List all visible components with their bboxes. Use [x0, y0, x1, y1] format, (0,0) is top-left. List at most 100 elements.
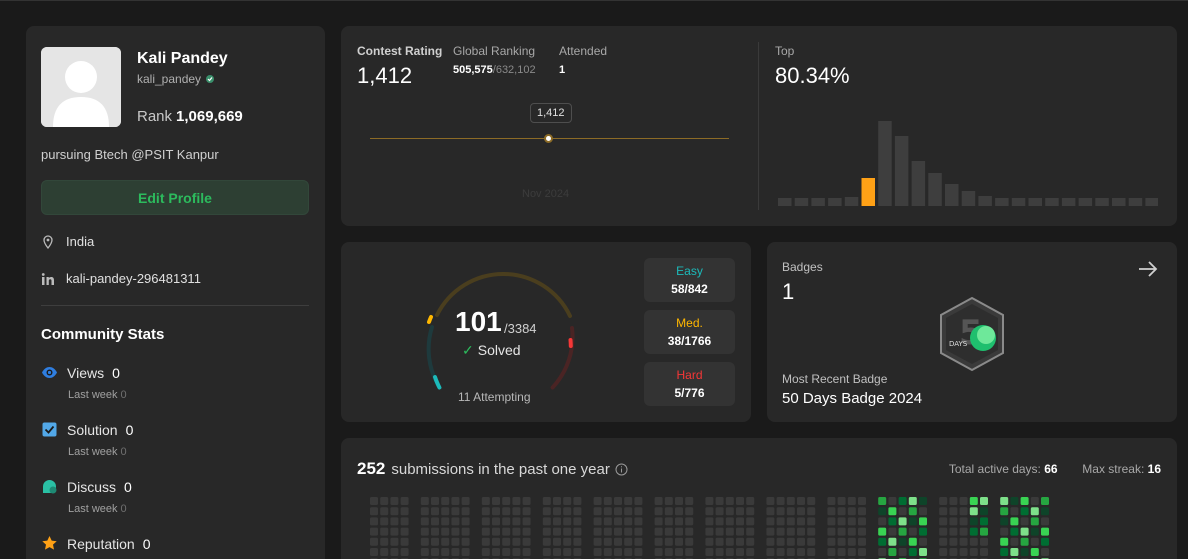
heatmap-cell[interactable] — [837, 497, 846, 505]
heatmap-cell[interactable] — [522, 537, 531, 546]
heatmap-cell[interactable] — [949, 517, 958, 526]
heatmap-cell[interactable] — [603, 527, 612, 536]
heatmap-cell[interactable] — [563, 527, 572, 536]
heatmap-cell[interactable] — [919, 537, 927, 546]
heatmap-cell[interactable] — [431, 537, 439, 546]
heatmap-cell[interactable] — [380, 537, 389, 546]
heatmap-cell[interactable] — [441, 507, 450, 516]
heatmap-cell[interactable] — [888, 537, 897, 546]
heatmap-cell[interactable] — [908, 548, 917, 556]
histogram-bar[interactable] — [861, 178, 876, 206]
heatmap-cell[interactable] — [624, 537, 633, 546]
heatmap-cell[interactable] — [593, 507, 602, 516]
heatmap-cell[interactable] — [959, 507, 968, 516]
heatmap-cell[interactable] — [502, 507, 511, 516]
heatmap-cell[interactable] — [563, 497, 572, 505]
heatmap-cell[interactable] — [969, 537, 978, 546]
heatmap-cell[interactable] — [461, 548, 470, 556]
heatmap-cell[interactable] — [634, 537, 643, 546]
heatmap-cell[interactable] — [481, 548, 490, 556]
heatmap-cell[interactable] — [492, 497, 500, 505]
heatmap-cell[interactable] — [949, 497, 958, 505]
heatmap-cell[interactable] — [441, 497, 450, 505]
heatmap-cell[interactable] — [898, 527, 907, 536]
heatmap-cell[interactable] — [441, 527, 450, 536]
heatmap-cell[interactable] — [847, 527, 856, 536]
heatmap-cell[interactable] — [614, 497, 622, 505]
heatmap-cell[interactable] — [390, 527, 399, 536]
histogram-bar[interactable] — [1112, 198, 1126, 206]
heatmap-cell[interactable] — [888, 517, 897, 526]
heatmap-cell[interactable] — [715, 497, 724, 505]
heatmap-cell[interactable] — [451, 537, 460, 546]
heatmap-cell[interactable] — [461, 527, 470, 536]
histogram-bar[interactable] — [1095, 198, 1109, 206]
heatmap-cell[interactable] — [878, 548, 887, 556]
heatmap-cell[interactable] — [807, 527, 816, 536]
heatmap-cell[interactable] — [481, 527, 490, 536]
heatmap-cell[interactable] — [807, 497, 816, 505]
heatmap-cell[interactable] — [1030, 537, 1039, 546]
heatmap-cell[interactable] — [1000, 497, 1009, 505]
heatmap-cell[interactable] — [685, 537, 694, 546]
linkedin-text[interactable]: kali-pandey-296481311 — [66, 271, 201, 286]
heatmap-cell[interactable] — [573, 517, 582, 526]
heatmap-cell[interactable] — [1020, 537, 1029, 546]
heatmap-cell[interactable] — [949, 527, 958, 536]
heatmap-cell[interactable] — [542, 527, 551, 536]
heatmap-cell[interactable] — [898, 537, 907, 546]
heatmap-cell[interactable] — [380, 497, 389, 505]
heatmap-cell[interactable] — [949, 507, 958, 516]
heatmap-cell[interactable] — [888, 527, 897, 536]
heatmap-cell[interactable] — [878, 527, 887, 536]
heatmap-cell[interactable] — [675, 527, 683, 536]
heatmap-cell[interactable] — [939, 537, 948, 546]
heatmap-cell[interactable] — [847, 537, 856, 546]
histogram-bar[interactable] — [1011, 198, 1026, 206]
heatmap-cell[interactable] — [959, 537, 968, 546]
heatmap-cell[interactable] — [1041, 507, 1049, 516]
heatmap-cell[interactable] — [451, 507, 460, 516]
heatmap-cell[interactable] — [878, 507, 887, 516]
heatmap-cell[interactable] — [776, 517, 785, 526]
heatmap-cell[interactable] — [969, 517, 978, 526]
heatmap-cell[interactable] — [705, 537, 714, 546]
heatmap-cell[interactable] — [634, 497, 643, 505]
histogram-bar[interactable] — [928, 173, 942, 206]
heatmap-cell[interactable] — [370, 537, 378, 546]
heatmap-cell[interactable] — [614, 548, 622, 556]
heatmap-cell[interactable] — [827, 507, 836, 516]
heatmap-cell[interactable] — [1041, 497, 1049, 505]
heatmap-cell[interactable] — [664, 537, 673, 546]
heatmap-cell[interactable] — [431, 548, 439, 556]
heatmap-cell[interactable] — [553, 548, 561, 556]
heatmap-cell[interactable] — [786, 537, 795, 546]
heatmap-cell[interactable] — [400, 497, 409, 505]
heatmap-cell[interactable] — [1041, 517, 1049, 526]
heatmap-cell[interactable] — [725, 537, 734, 546]
heatmap-cell[interactable] — [603, 537, 612, 546]
heatmap-cell[interactable] — [807, 517, 816, 526]
heatmap-cell[interactable] — [959, 497, 968, 505]
heatmap-cell[interactable] — [553, 517, 561, 526]
heatmap-cell[interactable] — [1020, 527, 1029, 536]
heatmap-cell[interactable] — [807, 507, 816, 516]
difficulty-hard[interactable]: Hard 5/776 — [644, 362, 735, 406]
heatmap-cell[interactable] — [837, 537, 846, 546]
histogram-bar[interactable] — [844, 197, 859, 206]
heatmap-cell[interactable] — [522, 527, 531, 536]
heatmap-cell[interactable] — [390, 507, 399, 516]
heatmap-cell[interactable] — [553, 537, 561, 546]
heatmap-cell[interactable] — [675, 548, 683, 556]
heatmap-cell[interactable] — [370, 527, 378, 536]
heatmap-cell[interactable] — [654, 527, 663, 536]
heatmap-cell[interactable] — [888, 548, 897, 556]
heatmap-cell[interactable] — [827, 527, 836, 536]
heatmap-cell[interactable] — [786, 507, 795, 516]
heatmap-cell[interactable] — [563, 507, 572, 516]
heatmap-cell[interactable] — [766, 548, 775, 556]
heatmap-cell[interactable] — [664, 497, 673, 505]
linkedin-row[interactable]: kali-pandey-296481311 — [41, 271, 201, 286]
heatmap-cell[interactable] — [919, 517, 927, 526]
heatmap-cell[interactable] — [776, 527, 785, 536]
